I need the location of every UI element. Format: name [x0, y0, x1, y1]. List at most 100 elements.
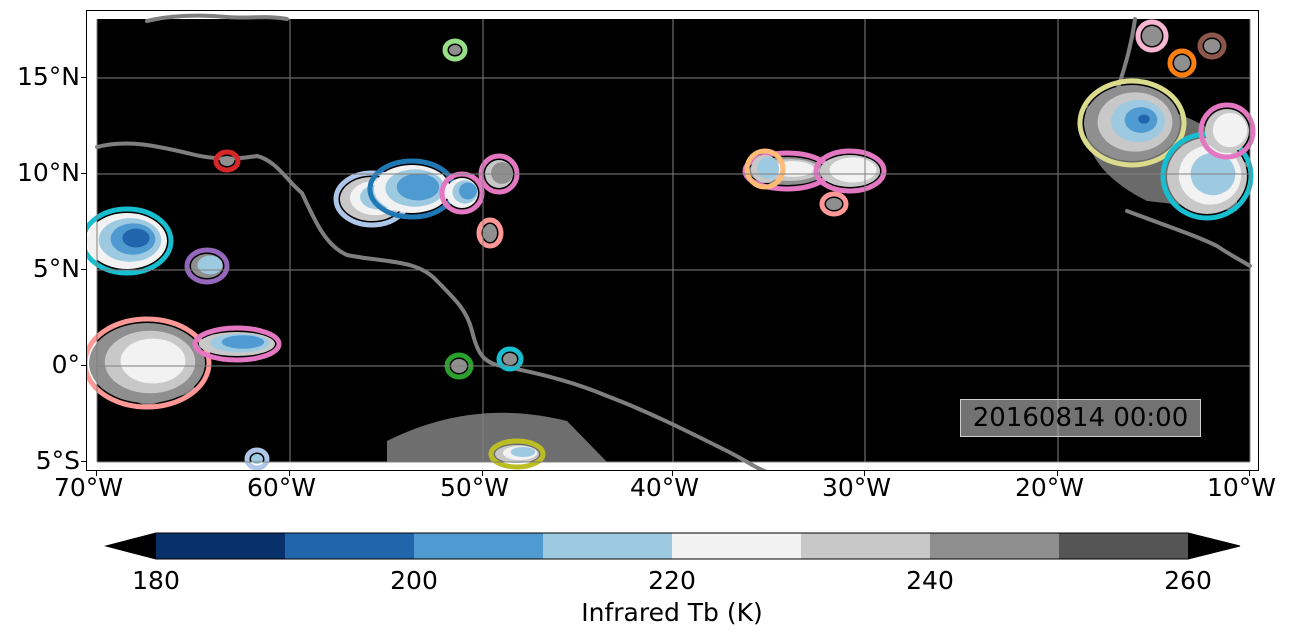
colorbar-segment [801, 533, 930, 559]
lon-tick-label: 10°W [1207, 473, 1277, 502]
cloud-cluster [1197, 32, 1227, 60]
cluster-fill [483, 224, 497, 242]
cluster-outline [244, 447, 270, 470]
lon-tick-mark [1057, 471, 1058, 476]
cluster-fill [1212, 112, 1248, 148]
lat-tick-mark [81, 365, 86, 366]
cluster-outline [1077, 78, 1187, 168]
colorbar-segment [285, 533, 414, 559]
cloud-cluster [184, 247, 230, 285]
cluster-fill [829, 157, 877, 183]
cluster-fill [826, 198, 842, 210]
cloud-cluster [1077, 78, 1187, 168]
cluster-outline [1198, 102, 1256, 160]
colorbar-tick-label: 260 [1164, 566, 1212, 595]
lon-tick-mark [289, 471, 290, 476]
cloud-cluster [1135, 19, 1169, 53]
cluster-outline [476, 217, 504, 249]
cluster-fill [1142, 26, 1162, 46]
cluster-fill [221, 335, 265, 349]
cluster-outline [819, 191, 849, 217]
lon-tick-label: 70°W [54, 473, 124, 502]
lon-tick-mark [672, 471, 673, 476]
colorbar-outline [104, 532, 1241, 560]
cluster-outline [1197, 32, 1227, 60]
cloud-cluster [192, 325, 282, 363]
map-panel [86, 10, 1259, 471]
colorbar-extend-high [1188, 533, 1240, 559]
colorbar-extend-low [106, 533, 156, 559]
lon-tick-mark [482, 471, 483, 476]
cloud-clusters [87, 19, 1256, 470]
cluster-fill [757, 157, 779, 179]
cloud-cluster [476, 217, 504, 249]
cloud-cluster [1198, 102, 1256, 160]
cluster-outline [496, 346, 524, 372]
cluster-fill [120, 338, 186, 384]
cloud-cluster [87, 316, 212, 410]
cluster-fill [220, 156, 234, 166]
cluster-outline [488, 438, 546, 470]
cloud-cluster [87, 206, 174, 276]
lat-tick-label: 10°N [16, 158, 80, 187]
lon-tick-label: 40°W [630, 473, 700, 502]
lat-tick-mark [81, 173, 86, 174]
cluster-fill [491, 162, 513, 184]
cluster-fill [459, 182, 477, 200]
cluster-outline [87, 316, 212, 410]
cluster-fill [197, 255, 223, 275]
lat-tick-label: 5°S [35, 446, 80, 475]
lon-tick-label: 60°W [247, 473, 317, 502]
lon-tick-mark [1249, 471, 1250, 476]
colorbar-segment [930, 533, 1059, 559]
cluster-outline [813, 148, 887, 194]
lon-tick-label: 50°W [440, 473, 510, 502]
colorbar-tick-label: 180 [132, 566, 180, 595]
map-canvas [87, 11, 1258, 470]
lat-tick-label: 5°N [32, 254, 80, 283]
cloud-cluster [439, 171, 485, 215]
lat-tick-label: 0° [51, 350, 80, 379]
colorbar-tick-label: 240 [906, 566, 954, 595]
gridlines [96, 19, 1251, 463]
lon-tick-label: 30°W [822, 473, 892, 502]
cloud-cluster [819, 191, 849, 217]
lat-tick-label: 15°N [16, 62, 80, 91]
colorbar-title: Infrared Tb (K) [581, 598, 763, 627]
timestamp-label: 20160814 00:00 [960, 399, 1201, 437]
lon-tick-mark [864, 471, 865, 476]
cluster-fill [396, 173, 440, 201]
cloud-cluster [813, 148, 887, 194]
colorbar-segment [414, 533, 543, 559]
cluster-outline [184, 247, 230, 285]
lon-tick-label: 20°W [1015, 473, 1085, 502]
cluster-fill [449, 45, 461, 55]
cluster-fill [122, 228, 150, 248]
cloud-cluster [213, 149, 241, 173]
colorbar-segment [1059, 533, 1188, 559]
colorbar-segment [672, 533, 801, 559]
cluster-outline [87, 206, 174, 276]
colorbar-segment [156, 533, 285, 559]
cloud-cluster [442, 38, 468, 62]
cluster-fill [1174, 55, 1190, 71]
colorbar-segment [543, 533, 672, 559]
cloud-cluster [488, 438, 546, 470]
cluster-fill [503, 353, 517, 365]
cloud-cluster [496, 346, 524, 372]
cluster-outline [1135, 19, 1169, 53]
lon-tick-mark [96, 471, 97, 476]
colorbar-tick-label: 220 [648, 566, 696, 595]
lat-tick-mark [81, 269, 86, 270]
lat-tick-mark [81, 77, 86, 78]
cluster-outline [192, 325, 282, 363]
cluster-fill [1204, 39, 1220, 53]
cluster-fill [1138, 114, 1150, 124]
cluster-fill [510, 446, 536, 458]
cluster-outline [442, 38, 468, 62]
cluster-outline [1167, 48, 1197, 78]
lat-tick-mark [81, 461, 86, 462]
cloud-cluster [744, 148, 786, 190]
colorbar [104, 532, 1241, 560]
cloud-cluster [1160, 131, 1254, 221]
